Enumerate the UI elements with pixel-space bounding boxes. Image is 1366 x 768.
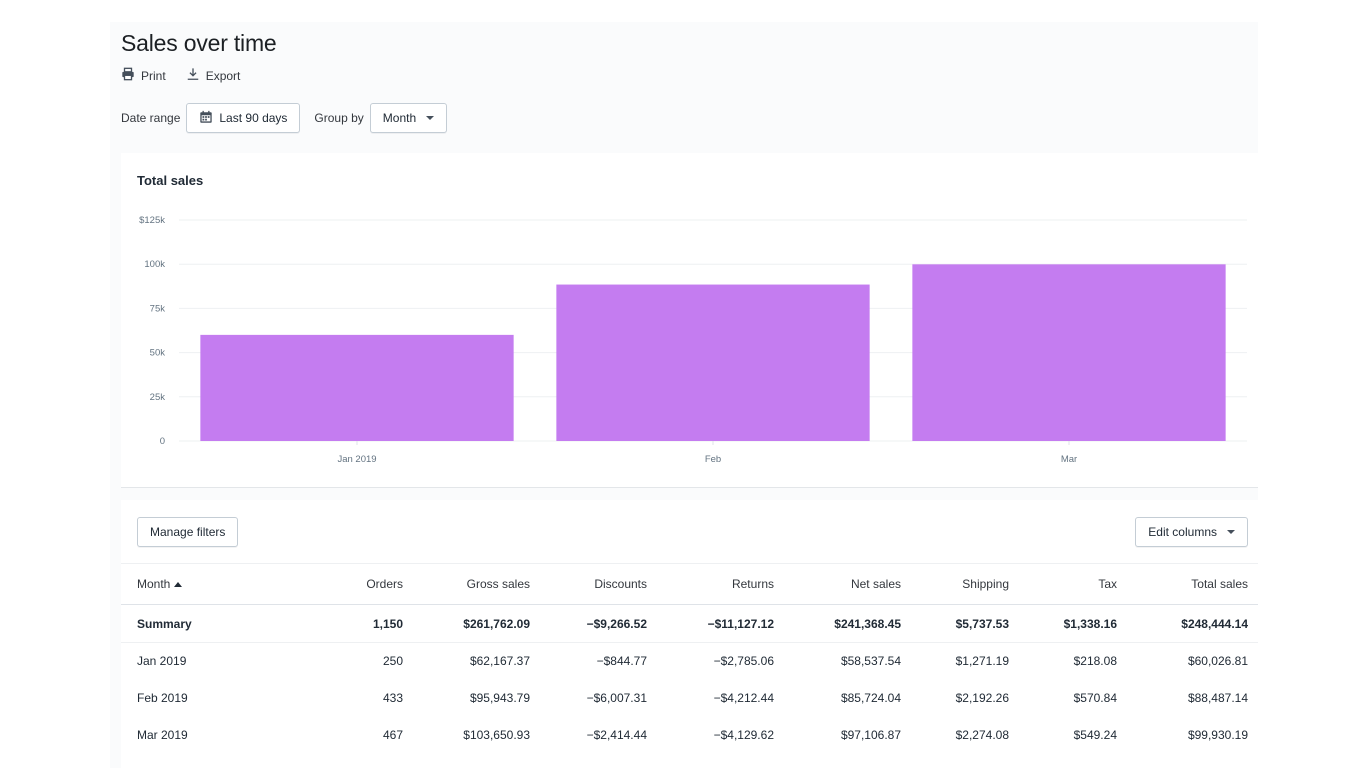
column-header-returns[interactable]: Returns <box>657 563 784 605</box>
page-title: Sales over time <box>121 30 277 56</box>
table-cell: $60,026.81 <box>1187 654 1248 669</box>
table-cell: −$2,414.44 <box>586 728 647 742</box>
print-button[interactable]: Print <box>121 67 166 84</box>
table-cell: $570.84 <box>1073 691 1117 705</box>
y-tick-label: 25k <box>150 392 166 403</box>
edit-columns-button[interactable]: Edit columns <box>1135 517 1248 547</box>
table-cell: $1,271.19 <box>955 654 1009 669</box>
column-header-tax[interactable]: Tax <box>1019 563 1127 605</box>
bar <box>200 334 514 441</box>
table-cell: $241,368.45 <box>784 604 911 643</box>
table-cell: $95,943.79 <box>469 691 530 705</box>
page-actions: Print Export <box>121 67 240 84</box>
table-cell: $2,192.26 <box>955 691 1009 705</box>
summary-row: Summary 1,150 $261,762.09 −$9,266.52 −$1… <box>121 604 1258 643</box>
table-cell: $88,487.14 <box>1187 691 1248 705</box>
y-tick-label: 50k <box>150 348 166 359</box>
column-header-orders[interactable]: Orders <box>321 563 413 605</box>
column-header-discounts[interactable]: Discounts <box>540 563 657 605</box>
x-tick-label: Mar <box>1061 454 1077 465</box>
table-row: Jan 2019 250 $62,167.37 −$844.77 −$2,785… <box>121 643 1258 680</box>
table-cell: −$11,127.12 <box>657 604 784 643</box>
table-cell: −$6,007.31 <box>586 691 647 705</box>
table-cell: 250 <box>382 654 403 669</box>
table-cell: $58,537.54 <box>840 654 901 669</box>
caret-down-icon <box>426 116 435 120</box>
x-tick-label: Jan 2019 <box>337 454 376 465</box>
printer-icon <box>121 67 135 84</box>
y-tick-label: $125k <box>139 215 165 226</box>
download-icon <box>186 67 200 84</box>
table-cell: Jan 2019 <box>137 654 187 669</box>
sort-ascending-icon <box>174 582 183 587</box>
table-cell: $218.08 <box>1073 654 1117 669</box>
export-label: Export <box>205 68 241 83</box>
date-range-value: Last 90 days <box>219 111 288 125</box>
chart-title: Total sales <box>137 173 204 188</box>
table-cell: $261,762.09 <box>413 604 540 643</box>
table-cell: Summary <box>121 604 321 643</box>
table-cell: $248,444.14 <box>1127 604 1258 643</box>
date-range-button[interactable]: Last 90 days <box>186 103 301 133</box>
column-header-gross-sales[interactable]: Gross sales <box>413 563 540 605</box>
table-cell: $1,338.16 <box>1019 604 1127 643</box>
table-cell: Mar 2019 <box>137 728 188 742</box>
export-button[interactable]: Export <box>186 67 241 84</box>
column-header-net-sales[interactable]: Net sales <box>784 563 911 605</box>
group-by-dropdown[interactable]: Month <box>369 103 448 133</box>
group-by-value: Month <box>382 111 417 125</box>
table-row: Feb 2019 433 $95,943.79 −$6,007.31 −$4,2… <box>121 680 1258 717</box>
caret-down-icon <box>1227 530 1235 534</box>
manage-filters-button[interactable]: Manage filters <box>137 517 239 547</box>
chart-card: Total sales 0 25k 50k 75k 100k $125k Jan 2019 F… <box>121 153 1258 488</box>
table-cell: −$9,266.52 <box>540 604 657 643</box>
group-by-label: Group by <box>314 111 364 125</box>
table-card: Manage filters Edit columns Month Orders… <box>121 500 1258 768</box>
date-range-label: Date range <box>121 111 181 125</box>
table-cell: $97,106.87 <box>840 728 901 742</box>
table-cell: −$2,785.06 <box>713 654 774 669</box>
table-cell: $99,930.19 <box>1187 728 1248 742</box>
edit-columns-label: Edit columns <box>1148 525 1217 539</box>
y-tick-label: 75k <box>150 303 166 314</box>
bar <box>556 284 870 441</box>
table-row: Mar 2019 467 $103,650.93 −$2,414.44 −$4,… <box>121 717 1258 754</box>
filter-bar: Date range Last 90 days Group by Month <box>121 103 448 133</box>
total-sales-bar-chart: 0 25k 50k 75k 100k $125k Jan 2019 Feb Mar <box>139 215 1247 465</box>
table-cell: 433 <box>382 691 403 705</box>
manage-filters-label: Manage filters <box>150 525 226 539</box>
table-header-row: Month Orders Gross sales Discounts Retur… <box>121 563 1258 605</box>
x-tick-label: Feb <box>705 454 721 465</box>
table-cell: −$844.77 <box>596 654 647 669</box>
table-cell: −$4,212.44 <box>713 691 774 705</box>
table-cell: $103,650.93 <box>463 728 530 742</box>
table-cell: $62,167.37 <box>469 654 530 669</box>
table-cell: $85,724.04 <box>840 691 901 705</box>
table-cell: 467 <box>382 728 403 742</box>
table-cell: Feb 2019 <box>137 691 188 705</box>
column-header-shipping[interactable]: Shipping <box>911 563 1019 605</box>
y-tick-label: 100k <box>144 259 165 270</box>
column-header-month[interactable]: Month <box>121 563 321 605</box>
bar <box>912 264 1226 441</box>
table-cell: $5,737.53 <box>911 604 1019 643</box>
table-cell: $549.24 <box>1073 728 1117 742</box>
table-cell: −$4,129.62 <box>713 728 774 742</box>
print-label: Print <box>141 68 166 83</box>
calendar-icon <box>199 110 213 127</box>
sales-table: Month Orders Gross sales Discounts Retur… <box>121 563 1258 754</box>
column-header-total-sales[interactable]: Total sales <box>1127 563 1258 605</box>
table-cell: $2,274.08 <box>955 728 1009 742</box>
table-cell: 1,150 <box>321 604 413 643</box>
y-tick-label: 0 <box>160 436 165 447</box>
